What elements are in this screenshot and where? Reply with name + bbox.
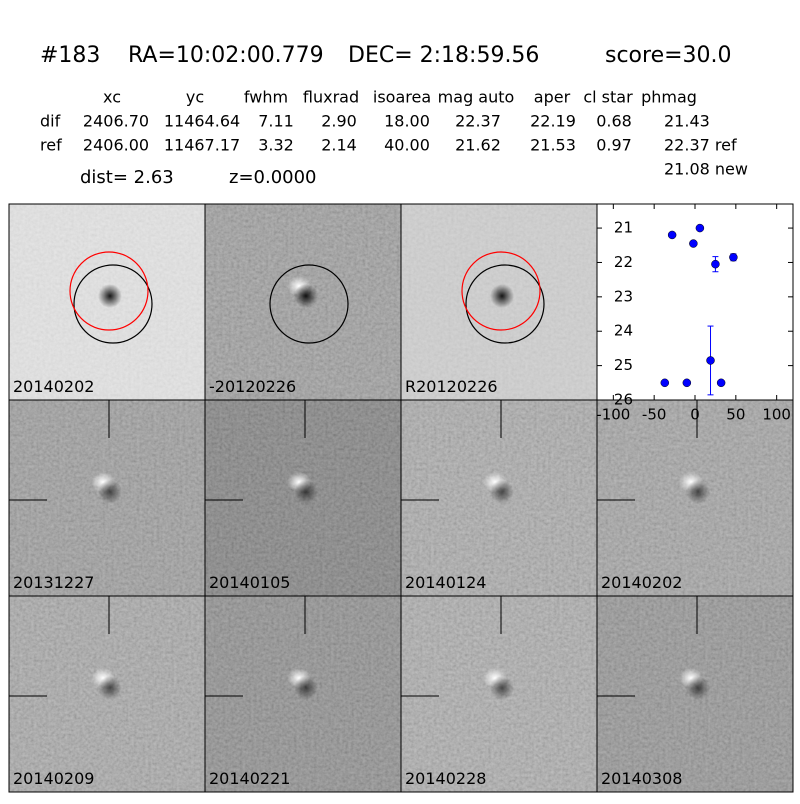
source-dark — [98, 284, 122, 308]
table-cell: 2406.00 — [83, 136, 149, 155]
redshift: z=0.0000 — [229, 167, 317, 188]
x-tick-label: 0 — [690, 406, 700, 424]
table-cell: 0.97 — [596, 136, 632, 155]
panel-label: 20140105 — [209, 573, 290, 592]
table-cell: 22.19 — [530, 112, 576, 131]
data-point — [660, 378, 670, 388]
table-cell: 22.37 ref — [664, 136, 737, 155]
aperture-red — [69, 251, 149, 331]
table-cell: 22.37 — [455, 112, 501, 131]
data-point — [706, 356, 715, 365]
table-cell: 2406.70 — [83, 112, 149, 131]
panel-label: 20140228 — [405, 769, 486, 788]
column-header: fluxrad — [303, 88, 359, 107]
data-point — [695, 223, 705, 233]
data-point — [682, 378, 692, 388]
panel-frame — [596, 595, 794, 793]
panel-label: -20120226 — [209, 377, 296, 396]
table-cell: 2.90 — [321, 112, 357, 131]
source-dark — [686, 480, 710, 504]
y-tick-label: 26 — [614, 391, 633, 409]
y-tick-label: 25 — [614, 356, 633, 374]
aperture-black — [465, 264, 545, 344]
data-point — [716, 378, 726, 388]
table-cell: 11467.17 — [164, 136, 240, 155]
table-cell: 3.32 — [258, 136, 294, 155]
column-header: isoarea — [373, 88, 431, 107]
panel-label: 20131227 — [13, 573, 94, 592]
dist: dist= 2.63 — [80, 167, 174, 188]
candidate-id: #183 — [40, 43, 100, 68]
score: score=30.0 — [605, 43, 732, 68]
data-point — [667, 230, 677, 240]
data-point — [689, 239, 698, 248]
x-tick-label: -50 — [642, 406, 667, 424]
column-header: phmag — [641, 88, 697, 107]
source-dark — [294, 480, 318, 504]
source-dark — [490, 284, 514, 308]
source-dark — [490, 480, 514, 504]
source-dark — [294, 676, 318, 700]
panel-label: R20120226 — [405, 377, 498, 396]
table-cell: 11464.64 — [164, 112, 240, 131]
y-tick-label: 22 — [614, 253, 633, 271]
aperture-black — [73, 264, 153, 344]
column-header: xc — [103, 88, 121, 107]
source-dark — [686, 676, 710, 700]
source-dark — [98, 480, 122, 504]
column-header: cl star — [583, 88, 633, 107]
column-header: aper — [534, 88, 571, 107]
x-tick-label: 100 — [762, 406, 791, 424]
table-cell: ref — [40, 136, 62, 155]
data-point — [711, 259, 720, 269]
panel-label: 20140221 — [209, 769, 290, 788]
chart-background — [596, 203, 794, 401]
panel-label: 20140308 — [601, 769, 682, 788]
aperture-black — [269, 264, 349, 344]
column-header: fwhm — [244, 88, 288, 107]
source-dark — [490, 676, 514, 700]
y-tick-label: 24 — [614, 322, 633, 340]
y-tick-label: 23 — [614, 287, 633, 305]
data-point — [729, 253, 738, 262]
table-cell: 21.53 — [530, 136, 576, 155]
panel-label: 20140202 — [601, 573, 682, 592]
table-cell: 18.00 — [384, 112, 430, 131]
source-dark — [294, 284, 318, 308]
panel-grid: 20140202 -20120226 R20120226 20131227 201401… — [8, 203, 794, 793]
y-tick-label: 21 — [614, 219, 633, 237]
phmag-new: 21.08 new — [664, 160, 748, 179]
table-cell: 21.62 — [455, 136, 501, 155]
table-cell: dif — [40, 112, 61, 131]
table-cell: 2.14 — [321, 136, 357, 155]
x-tick-label: 50 — [726, 406, 745, 424]
table-cell: 0.68 — [596, 112, 632, 131]
table-cell: 21.43 — [664, 112, 710, 131]
ra: RA=10:02:00.779 — [128, 43, 324, 68]
x-tick-label: -100 — [596, 406, 630, 424]
table-cell: 7.11 — [258, 112, 294, 131]
panel-label: 20140202 — [13, 377, 94, 396]
dec: DEC= 2:18:59.56 — [348, 43, 539, 68]
source-dark — [98, 676, 122, 700]
panel-label: 20140209 — [13, 769, 94, 788]
aperture-red — [461, 251, 541, 331]
column-header: mag auto — [438, 88, 515, 107]
table-cell: 40.00 — [384, 136, 430, 155]
panel-label: 20140124 — [405, 573, 486, 592]
column-header: yc — [186, 88, 204, 107]
